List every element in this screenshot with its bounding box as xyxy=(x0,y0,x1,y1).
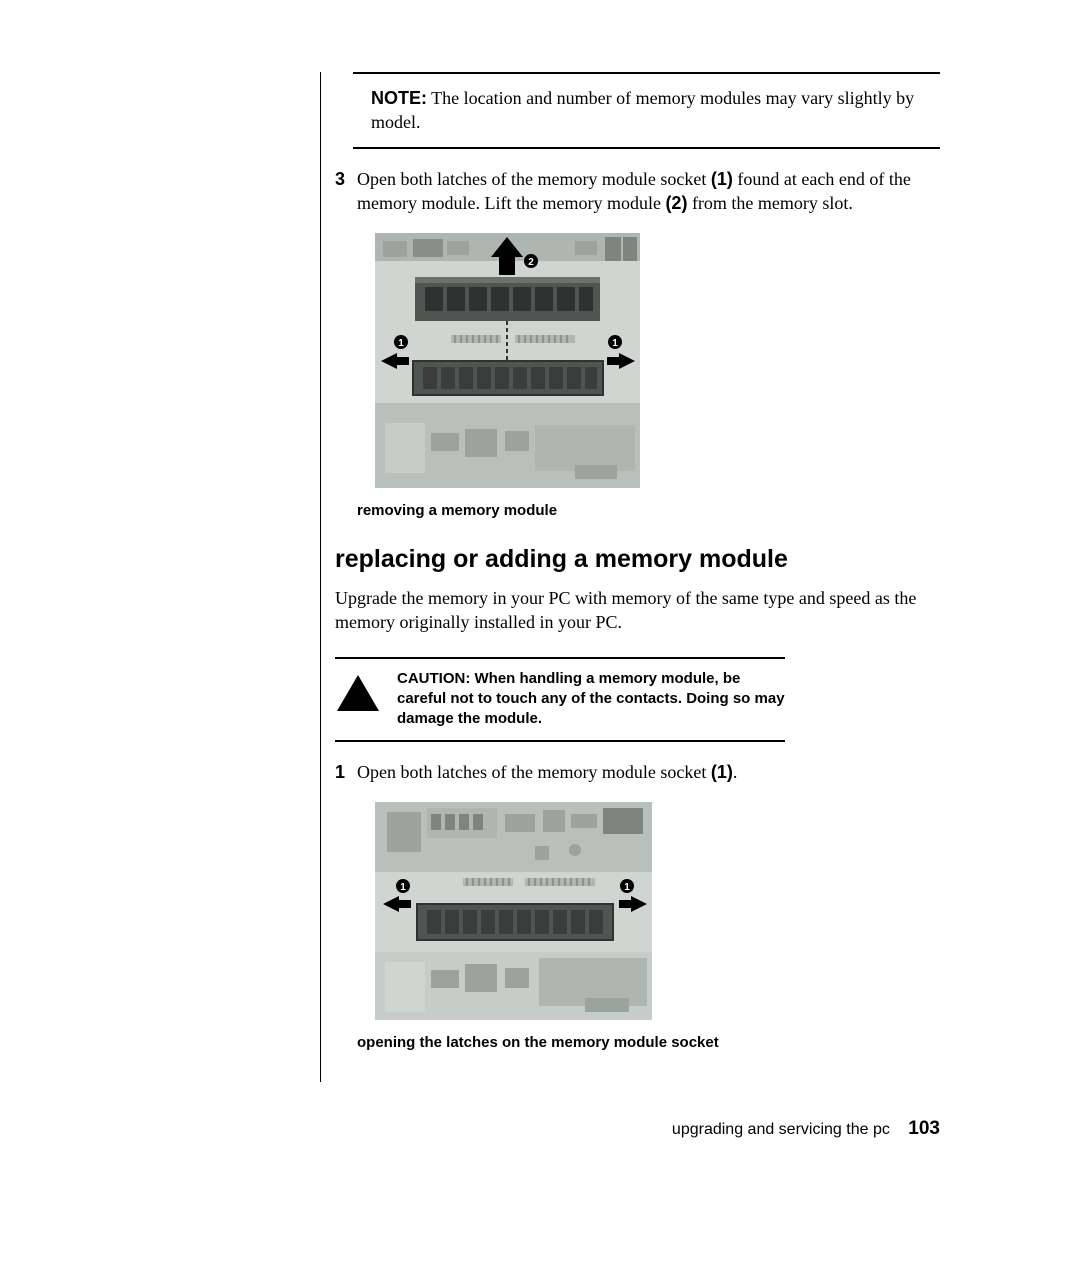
diagram-remove-memory: 2 xyxy=(375,233,640,488)
svg-text:2: 2 xyxy=(528,257,534,268)
step1-ref1: (1) xyxy=(711,762,733,782)
step1-post: . xyxy=(733,762,738,782)
step-body: Open both latches of the memory module s… xyxy=(357,760,940,784)
step3-ref1: (1) xyxy=(711,169,733,189)
svg-text:1: 1 xyxy=(398,338,404,349)
step-number: 3 xyxy=(335,167,357,216)
caution-icon xyxy=(335,673,387,718)
step3-pre: Open both latches of the memory module s… xyxy=(357,169,711,189)
step1-pre: Open both latches of the memory module s… xyxy=(357,762,711,782)
svg-text:1: 1 xyxy=(400,882,406,893)
caution-label: CAUTION: xyxy=(397,670,470,687)
svg-text:1: 1 xyxy=(624,882,630,893)
figure-opening-latches: 1 1 xyxy=(375,802,940,1020)
step-body: Open both latches of the memory module s… xyxy=(357,167,940,216)
note-label: NOTE: xyxy=(371,88,427,108)
figure1-caption: removing a memory module xyxy=(357,502,940,519)
caution-text-wrap: CAUTION: When handling a memory module, … xyxy=(397,669,785,730)
figure-removing-module: 2 xyxy=(375,233,940,488)
page-content: NOTE: The location and number of memory … xyxy=(0,0,1080,1051)
page-footer: upgrading and servicing the pc 103 xyxy=(672,1118,940,1140)
section-heading: replacing or adding a memory module xyxy=(335,545,940,574)
vertical-rule xyxy=(320,72,321,1082)
step3-ref2: (2) xyxy=(665,193,687,213)
intro-text: Upgrade the memory in your PC with memor… xyxy=(335,586,940,635)
note-block: NOTE: The location and number of memory … xyxy=(353,72,940,149)
step-1: 1 Open both latches of the memory module… xyxy=(335,760,940,784)
footer-pagenum: 103 xyxy=(908,1118,940,1139)
diagram-open-latches: 1 1 xyxy=(375,802,652,1020)
svg-text:1: 1 xyxy=(612,338,618,349)
step-3: 3 Open both latches of the memory module… xyxy=(335,167,940,216)
step3-post: from the memory slot. xyxy=(687,193,852,213)
caution-block: CAUTION: When handling a memory module, … xyxy=(335,657,785,742)
footer-chapter: upgrading and servicing the pc xyxy=(672,1121,890,1138)
figure2-caption: opening the latches on the memory module… xyxy=(357,1034,940,1051)
note-text: The location and number of memory module… xyxy=(371,88,914,132)
step-number: 1 xyxy=(335,760,357,784)
